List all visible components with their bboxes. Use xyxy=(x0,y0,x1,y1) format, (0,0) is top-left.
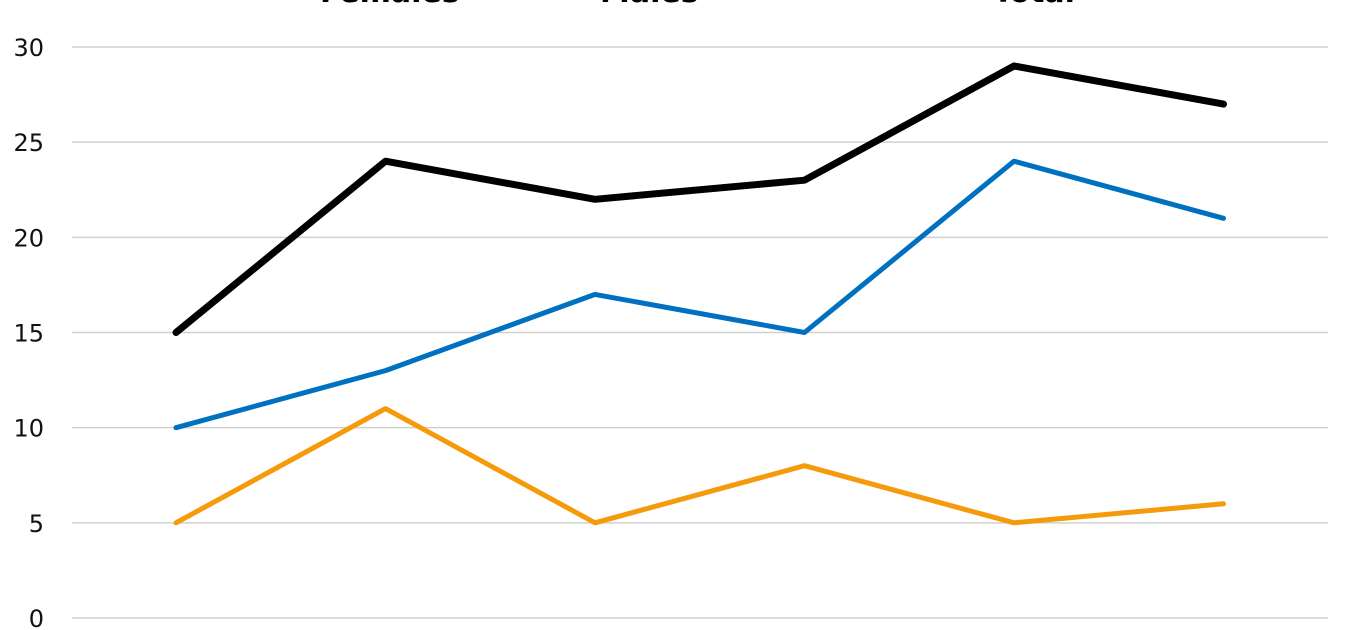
legend: Females Males Total xyxy=(320,0,1075,10)
y-axis-tick-labels: 0 5 10 15 20 25 30 xyxy=(13,34,44,630)
legend-label-total: Total xyxy=(993,0,1075,10)
y-tick-label: 25 xyxy=(13,129,44,157)
series-lines xyxy=(172,62,1227,526)
y-tick-label: 30 xyxy=(13,34,44,62)
series-line-males xyxy=(173,158,1226,431)
legend-label-males: Males xyxy=(600,0,699,10)
gridlines xyxy=(72,46,1328,619)
y-tick-label: 5 xyxy=(29,510,44,538)
y-tick-label: 10 xyxy=(13,415,44,443)
y-tick-label: 0 xyxy=(29,605,44,630)
y-tick-label: 15 xyxy=(13,320,44,348)
legend-label-females: Females xyxy=(320,0,460,10)
series-line-total xyxy=(172,62,1227,336)
series-line-females xyxy=(173,406,1226,526)
y-tick-label: 20 xyxy=(13,224,44,252)
